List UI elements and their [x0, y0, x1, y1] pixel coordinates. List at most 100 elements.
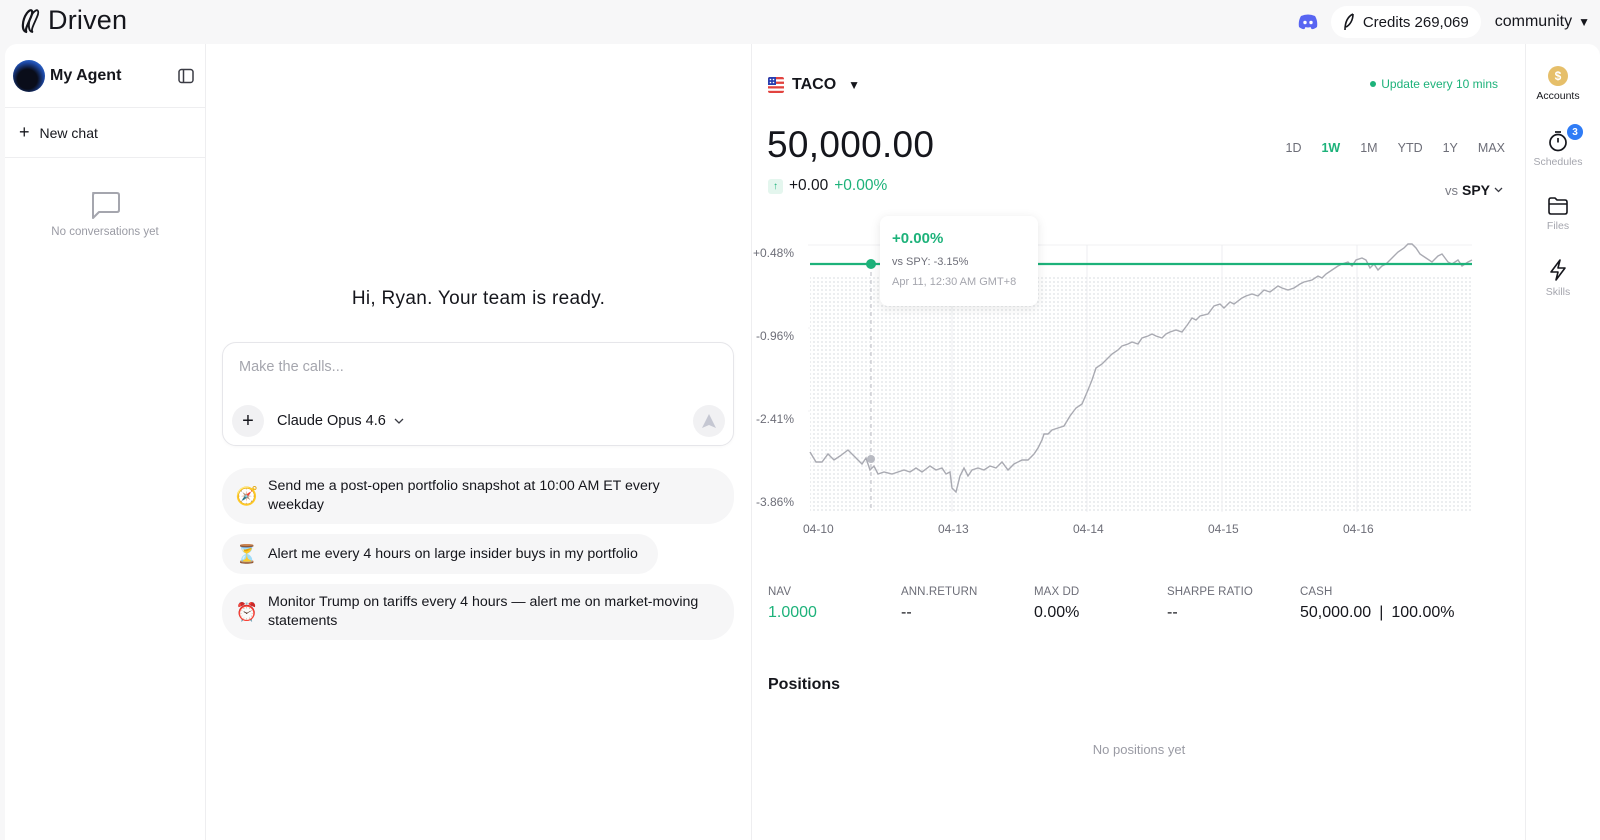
stat-value: 1.0000 — [768, 604, 817, 621]
divider: | — [1379, 604, 1384, 621]
chat-panel: Hi, Ryan. Your team is ready. + Claude O… — [206, 44, 752, 840]
change-pct: +0.00% — [834, 177, 888, 194]
stat-value: 50,000.00 | 100.00% — [1300, 604, 1540, 622]
rail-item-accounts[interactable]: $ Accounts — [1526, 66, 1590, 102]
chevron-down-icon — [394, 418, 404, 424]
chevron-down-icon — [1494, 187, 1503, 193]
chart-plot — [808, 243, 1473, 512]
tooltip-date: Apr 11, 12:30 AM GMT+8 — [892, 276, 1017, 288]
credits-pill[interactable]: Credits 269,069 — [1330, 6, 1481, 38]
cash-pct: 100.00% — [1391, 604, 1455, 621]
tooltip-benchmark: vs SPY: -3.15% — [892, 256, 969, 268]
rail-item-skills[interactable]: Skills — [1526, 258, 1590, 298]
suggestion-item[interactable]: ⏳ Alert me every 4 hours on large inside… — [222, 534, 658, 574]
change-row: ↑ +0.00 +0.00% — [768, 177, 887, 195]
plus-icon: + — [19, 122, 30, 142]
logo-text: Driven — [48, 5, 128, 35]
portfolio-value: 50,000.00 — [767, 124, 935, 165]
rail-item-schedules[interactable]: 3 Schedules — [1526, 124, 1590, 168]
new-chat-label: New chat — [39, 124, 98, 141]
performance-chart[interactable]: +0.48% -0.96% -2.41% -3.86% — [752, 216, 1512, 550]
tab-1w[interactable]: 1W — [1321, 141, 1341, 155]
portfolio-panel: TACO ▼ Update every 10 mins 50,000.00 ↑ … — [752, 44, 1526, 840]
stat-value: -- — [901, 604, 912, 621]
empty-conversations: No conversations yet — [5, 190, 205, 238]
status-dot-icon — [1370, 81, 1377, 87]
stat-ann-return: ANN.RETURN -- — [901, 586, 1034, 622]
rail-item-files[interactable]: Files — [1526, 196, 1590, 232]
sidebar: My Agent + New chat No conversations yet — [5, 44, 206, 840]
account-label: community — [1494, 13, 1573, 30]
y-tick: +0.48% — [752, 246, 794, 260]
agent-name: My Agent — [50, 66, 122, 84]
stat-value: 0.00% — [1034, 604, 1080, 621]
compass-icon: 🧭 — [235, 485, 259, 506]
change-abs: +0.00 — [789, 177, 829, 194]
stat-nav: NAV 1.0000 — [768, 586, 901, 622]
tab-1y[interactable]: 1Y — [1442, 141, 1458, 155]
stat-label: NAV — [768, 586, 792, 598]
ticker-selector[interactable]: TACO ▼ — [768, 76, 860, 94]
stat-cash: CASH 50,000.00 | 100.00% — [1300, 586, 1540, 622]
stat-value: -- — [1167, 604, 1178, 621]
y-tick: -2.41% — [755, 412, 794, 426]
stopwatch-icon — [1549, 131, 1567, 152]
feather-icon — [1344, 13, 1354, 31]
x-tick: 04-10 — [803, 522, 834, 536]
cash-amount: 50,000.00 — [1300, 604, 1372, 621]
chat-bubble-icon — [92, 192, 120, 219]
composer: + Claude Opus 4.6 — [222, 342, 734, 446]
tab-max[interactable]: MAX — [1477, 141, 1505, 155]
folder-icon — [1548, 197, 1568, 215]
suggestion-item[interactable]: ⏰ Monitor Trump on tariffs every 4 hours… — [222, 584, 734, 640]
hourglass-icon: ⏳ — [235, 543, 259, 564]
greeting: Hi, Ryan. Your team is ready. — [351, 288, 606, 309]
y-tick: -0.96% — [755, 329, 794, 343]
range-tabs: 1D 1W 1M YTD 1Y MAX — [1286, 141, 1506, 155]
ticker-label: TACO — [792, 76, 837, 93]
x-tick: 04-14 — [1073, 522, 1104, 536]
tab-ytd[interactable]: YTD — [1397, 141, 1423, 155]
tab-1m[interactable]: 1M — [1360, 141, 1378, 155]
tab-1d[interactable]: 1D — [1285, 141, 1302, 155]
stat-label: SHARPE RATIO — [1167, 586, 1253, 598]
attach-button[interactable]: + — [232, 405, 264, 437]
logo[interactable]: Driven — [18, 5, 127, 36]
caret-down-icon: ▼ — [1578, 15, 1590, 29]
us-flag-icon — [768, 77, 784, 93]
discord-icon[interactable] — [1297, 14, 1319, 30]
stat-label: ANN.RETURN — [901, 586, 978, 598]
plus-icon: + — [242, 409, 254, 432]
send-button[interactable] — [693, 405, 725, 437]
stat-label: CASH — [1300, 586, 1333, 598]
rail-label: Schedules — [1533, 156, 1583, 168]
stat-max-dd: MAX DD 0.00% — [1034, 586, 1167, 622]
dollar-coin-icon: $ — [1548, 66, 1568, 86]
right-rail: $ Accounts 3 Schedules Files Skills — [1526, 44, 1600, 840]
suggestion-text: Alert me every 4 hours on large insider … — [268, 545, 638, 562]
benchmark-selector[interactable]: vs SPY — [1445, 182, 1503, 198]
schedules-badge: 3 — [1567, 124, 1583, 140]
sidebar-toggle-icon[interactable] — [177, 67, 195, 85]
x-tick: 04-16 — [1343, 522, 1374, 536]
stats-row: NAV 1.0000 ANN.RETURN -- MAX DD 0.00% SH… — [768, 586, 1540, 622]
benchmark-label: SPY — [1461, 182, 1490, 198]
account-menu[interactable]: community ▼ — [1495, 13, 1590, 31]
model-label: Claude Opus 4.6 — [277, 413, 386, 429]
driven-logo-icon — [21, 8, 40, 33]
positions-empty: No positions yet — [1092, 742, 1186, 757]
stat-label: MAX DD — [1034, 586, 1080, 598]
model-selector[interactable]: Claude Opus 4.6 — [277, 413, 404, 429]
suggestion-item[interactable]: 🧭 Send me a post-open portfolio snapshot… — [222, 468, 734, 524]
positions-title: Positions — [768, 676, 841, 693]
alarm-clock-icon: ⏰ — [235, 601, 259, 622]
credits-label: Credits 269,069 — [1362, 13, 1469, 31]
rail-label: Skills — [1545, 286, 1571, 298]
arrow-up-icon: ↑ — [768, 178, 783, 194]
chart-tooltip: +0.00% vs SPY: -3.15% Apr 11, 12:30 AM G… — [880, 216, 1038, 306]
new-chat-button[interactable]: + New chat — [5, 108, 205, 158]
agent-header: My Agent — [5, 44, 205, 108]
message-input[interactable] — [239, 359, 699, 375]
update-text: Update every 10 mins — [1381, 77, 1498, 91]
suggestion-text: Monitor Trump on tariffs every 4 hours —… — [268, 594, 699, 629]
